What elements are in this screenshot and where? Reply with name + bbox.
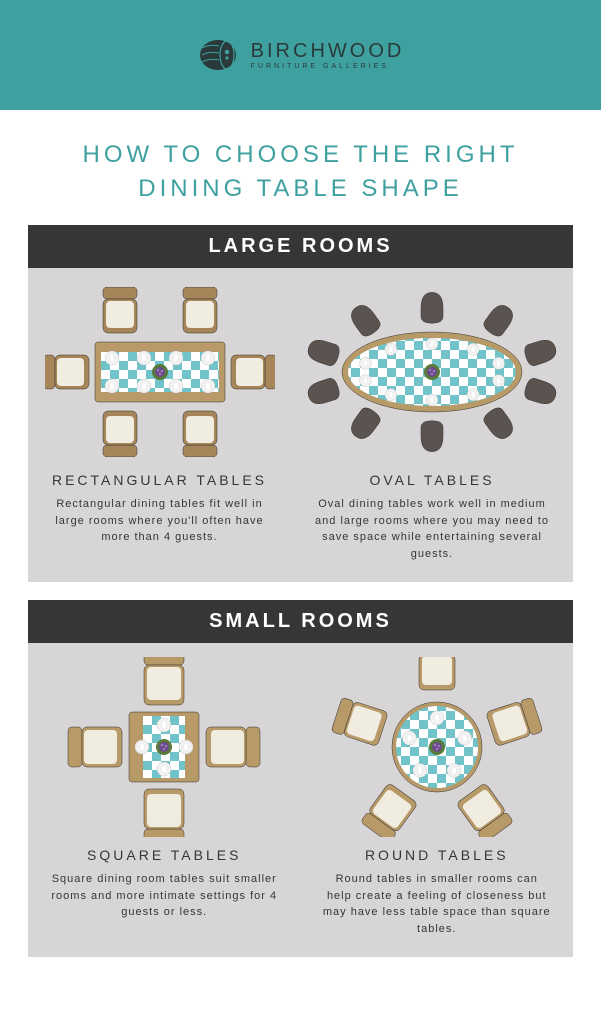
round-table-icon — [317, 657, 558, 837]
brand-subtitle: FURNITURE GALLERIES — [251, 63, 405, 70]
cell-title: OVAL TABLES — [307, 472, 557, 488]
title-area: HOW TO CHOOSE THE RIGHT DINING TABLE SHA… — [0, 110, 601, 225]
cell-rectangular: RECTANGULAR TABLES Rectangular dining ta… — [28, 268, 291, 562]
section-large-rooms: LARGE ROOMS — [28, 225, 573, 582]
cell-title: SQUARE TABLES — [44, 847, 285, 863]
cell-round: ROUND TABLES Round tables in smaller roo… — [301, 643, 574, 937]
rectangular-table-icon — [44, 282, 275, 462]
cell-title: ROUND TABLES — [317, 847, 558, 863]
cell-title: RECTANGULAR TABLES — [44, 472, 275, 488]
square-table-icon — [44, 657, 285, 837]
logo-icon — [197, 34, 239, 76]
page-title: HOW TO CHOOSE THE RIGHT DINING TABLE SHA… — [40, 138, 561, 205]
section-small-rooms: SMALL ROOMS SQUARE TABLES Square dining … — [28, 600, 573, 957]
brand-name: BIRCHWOOD — [251, 40, 405, 63]
cell-desc: Oval dining tables work well in medium a… — [307, 496, 557, 562]
cell-oval: OVAL TABLES Oval dining tables work well… — [291, 268, 573, 562]
section-header: SMALL ROOMS — [28, 600, 573, 643]
section-header: LARGE ROOMS — [28, 225, 573, 268]
oval-table-icon — [307, 282, 557, 462]
cell-desc: Square dining room tables suit smaller r… — [44, 871, 285, 921]
header-band: BIRCHWOOD FURNITURE GALLERIES — [0, 0, 601, 110]
cell-desc: Rectangular dining tables fit well in la… — [44, 496, 275, 546]
logo: BIRCHWOOD FURNITURE GALLERIES — [197, 34, 405, 76]
cell-square: SQUARE TABLES Square dining room tables … — [28, 643, 301, 937]
cell-desc: Round tables in smaller rooms can help c… — [317, 871, 558, 937]
